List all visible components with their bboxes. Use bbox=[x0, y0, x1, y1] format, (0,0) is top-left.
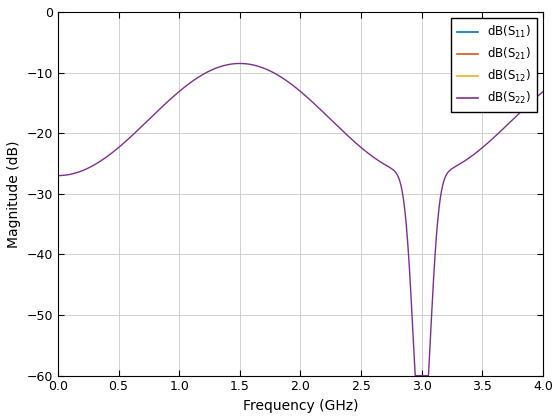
Y-axis label: Magnitude (dB): Magnitude (dB) bbox=[7, 140, 21, 247]
Legend: dB(S$_{11}$), dB(S$_{21}$), dB(S$_{12}$), dB(S$_{22}$): dB(S$_{11}$), dB(S$_{21}$), dB(S$_{12}$)… bbox=[451, 18, 537, 112]
X-axis label: Frequency (GHz): Frequency (GHz) bbox=[242, 399, 358, 413]
